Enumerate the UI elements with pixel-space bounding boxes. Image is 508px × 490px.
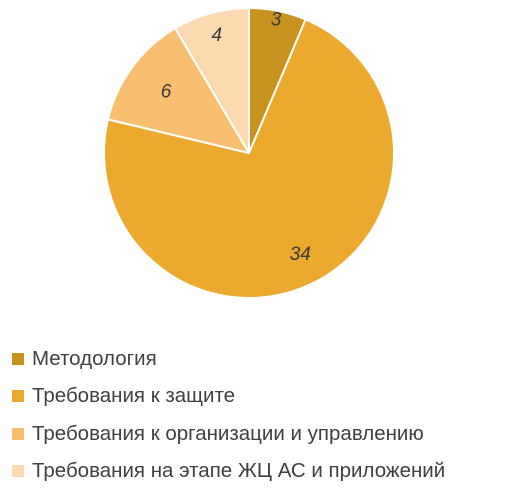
data-label-2: 34 <box>290 244 311 265</box>
legend-label-2: Требования к защите <box>32 386 235 407</box>
legend-label-3: Требования к организации и управлению <box>32 424 424 445</box>
data-label-4: 4 <box>212 25 223 46</box>
legend-swatch-2 <box>12 390 24 402</box>
legend-item-1: Методология <box>12 340 506 378</box>
legend-item-4: Требования на этапе ЖЦ АС и приложений <box>12 453 506 490</box>
legend: Методология Требования к защите Требования… <box>12 340 506 490</box>
legend-label-4: Требования на этапе ЖЦ АС и приложений <box>32 461 445 482</box>
legend-swatch-4 <box>12 465 24 477</box>
pie-plot-area: 3 34 6 4 <box>0 0 508 340</box>
legend-label-1: Методология <box>32 349 157 370</box>
legend-item-3: Требования к организации и управлению <box>12 415 506 453</box>
data-label-1: 3 <box>271 10 282 31</box>
legend-swatch-1 <box>12 353 24 365</box>
legend-swatch-3 <box>12 428 24 440</box>
legend-item-2: Требования к защите <box>12 378 506 416</box>
data-label-3: 6 <box>161 81 172 102</box>
